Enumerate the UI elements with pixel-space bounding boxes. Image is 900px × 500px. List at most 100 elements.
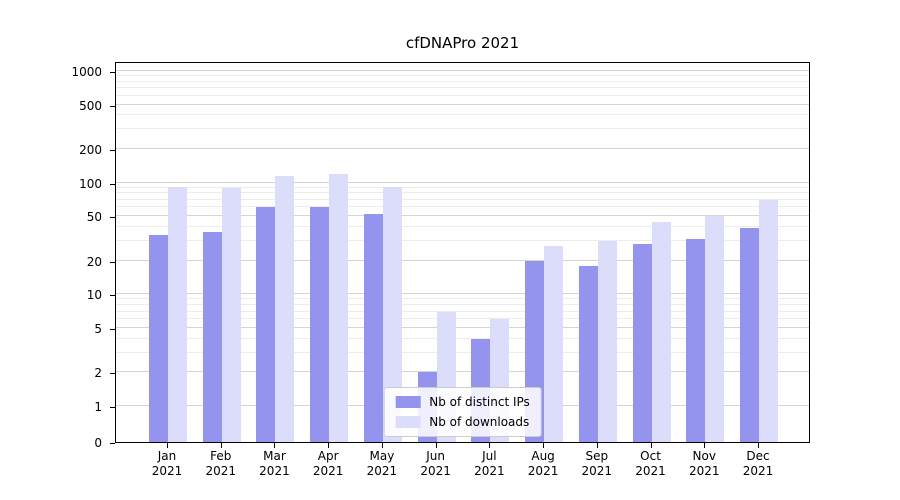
- bar-distinct-ips: [363, 214, 383, 442]
- minor-gridline: [116, 337, 809, 339]
- x-tick-mark: [704, 443, 706, 448]
- minor-gridline: [116, 310, 809, 312]
- x-tick-label: Feb 2021: [205, 449, 236, 478]
- minor-gridline: [116, 351, 809, 353]
- y-tick-mark: [110, 105, 115, 107]
- major-gridline: [116, 293, 809, 295]
- minor-gridline: [116, 94, 809, 96]
- minor-gridline: [116, 114, 809, 116]
- x-tick-label: Aug 2021: [527, 449, 559, 478]
- bar-downloads: [705, 216, 725, 442]
- plot-area: Nb of distinct IPs Nb of downloads: [115, 62, 810, 443]
- bar-downloads: [651, 222, 671, 442]
- minor-gridline: [116, 226, 809, 228]
- y-tick-mark: [110, 261, 115, 263]
- legend-swatch-downloads: [395, 416, 421, 428]
- y-tick-label: 1: [94, 400, 102, 414]
- bar-downloads: [275, 175, 295, 442]
- bar-distinct-ips: [256, 207, 276, 442]
- major-gridline: [116, 371, 809, 373]
- legend-item-downloads: Nb of downloads: [395, 415, 530, 429]
- y-tick-mark: [110, 373, 115, 375]
- minor-gridline: [116, 80, 809, 82]
- x-tick-label: Apr 2021: [312, 449, 344, 478]
- bar-downloads: [759, 199, 778, 442]
- bar-distinct-ips: [686, 239, 706, 442]
- y-tick-mark: [110, 71, 115, 73]
- minor-gridline: [116, 192, 809, 194]
- minor-gridline: [116, 75, 809, 77]
- bar-distinct-ips: [740, 228, 759, 442]
- legend: Nb of distinct IPs Nb of downloads: [383, 387, 542, 437]
- bar-downloads: [329, 173, 349, 442]
- chart-title: cfDNAPro 2021: [405, 34, 520, 52]
- x-tick-mark: [543, 443, 545, 448]
- y-tick-label: 50: [86, 210, 102, 225]
- x-tick-label: May 2021: [366, 449, 398, 478]
- bar-downloads: [544, 246, 564, 442]
- y-tick-mark: [110, 183, 115, 185]
- x-tick-mark: [220, 443, 222, 448]
- y-tick-mark: [110, 407, 115, 408]
- x-tick-mark: [596, 443, 598, 448]
- legend-item-distinct-ips: Nb of distinct IPs: [395, 395, 530, 409]
- minor-gridline: [116, 198, 809, 200]
- y-tick-mark: [110, 328, 115, 330]
- major-gridline: [116, 259, 809, 261]
- minor-gridline: [116, 186, 809, 188]
- bar-downloads: [382, 187, 402, 442]
- x-tick-mark: [489, 443, 491, 448]
- x-tick-mark: [435, 443, 437, 448]
- x-tick-label: Nov 2021: [688, 449, 720, 478]
- x-tick-mark: [167, 443, 168, 448]
- y-tick-mark: [110, 217, 115, 219]
- y-tick-label: 500: [79, 98, 102, 113]
- bar-downloads: [168, 187, 187, 442]
- major-gridline: [116, 148, 809, 150]
- minor-gridline: [116, 318, 809, 320]
- bar-distinct-ips: [149, 234, 168, 442]
- minor-gridline: [116, 240, 809, 242]
- y-tick-mark: [110, 295, 115, 297]
- x-tick-label: Dec 2021: [742, 449, 774, 478]
- y-tick-label: 20: [86, 254, 102, 269]
- y-tick-label: 0: [94, 436, 102, 450]
- y-tick-label: 1000: [71, 64, 102, 79]
- legend-swatch-distinct-ips: [395, 396, 421, 408]
- bar-downloads: [597, 241, 617, 442]
- x-tick-mark: [758, 443, 759, 448]
- x-tick-label: Jun 2021: [420, 449, 451, 478]
- minor-gridline: [116, 304, 809, 306]
- y-tick-label: 100: [79, 176, 102, 191]
- bar-distinct-ips: [202, 232, 222, 442]
- x-tick-label: Sep 2021: [581, 449, 613, 478]
- major-gridline: [116, 70, 809, 71]
- x-tick-label: Jul 2021: [474, 449, 505, 478]
- y-tick-mark: [110, 150, 115, 152]
- x-tick-label: Oct 2021: [635, 449, 666, 478]
- x-tick-mark: [328, 443, 330, 448]
- major-gridline: [116, 103, 809, 105]
- y-tick-label: 200: [79, 143, 102, 158]
- major-gridline: [116, 181, 809, 183]
- x-tick-label: Jan 2021: [151, 449, 183, 478]
- minor-gridline: [116, 298, 809, 300]
- bar-downloads: [221, 188, 241, 442]
- bar-distinct-ips: [310, 207, 330, 442]
- x-tick-mark: [274, 443, 276, 448]
- x-tick-mark: [650, 443, 652, 448]
- y-tick-label: 10: [86, 288, 102, 303]
- y-tick-mark: [110, 443, 115, 444]
- x-tick-mark: [381, 443, 383, 448]
- minor-gridline: [116, 87, 809, 89]
- bar-distinct-ips: [632, 244, 652, 442]
- y-tick-label: 2: [94, 366, 102, 381]
- legend-label-distinct-ips: Nb of distinct IPs: [429, 395, 530, 409]
- y-tick-label: 5: [94, 321, 102, 336]
- minor-gridline: [116, 128, 809, 130]
- legend-label-downloads: Nb of downloads: [429, 415, 530, 429]
- minor-gridline: [116, 206, 809, 208]
- major-gridline: [116, 215, 809, 217]
- major-gridline: [116, 326, 809, 328]
